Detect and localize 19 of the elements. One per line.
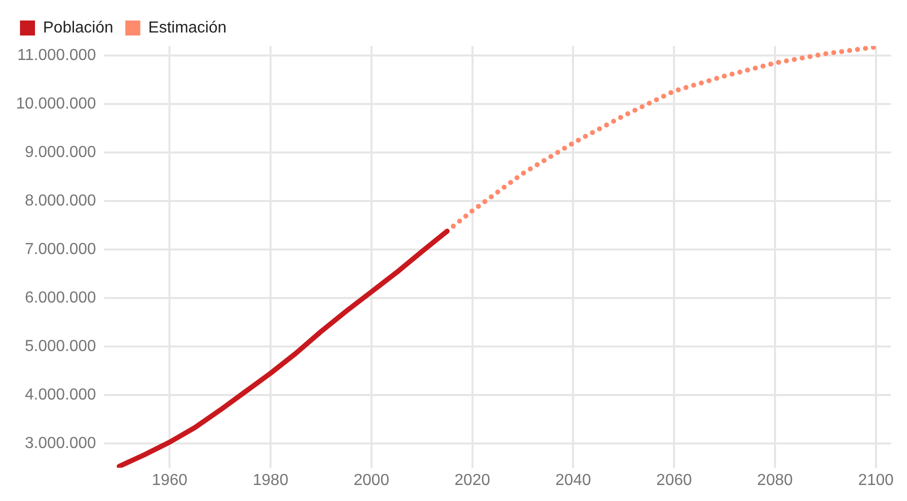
legend-label: Estimación [148,19,227,36]
x-tick-label: 2040 [555,472,592,489]
x-tick-label: 2060 [656,472,692,489]
y-tick-label: 4.000.000 [24,386,96,404]
x-tick-label: 2100 [858,472,894,489]
y-tick-label: 6.000.000 [24,290,96,307]
legend-label: Población [43,19,114,36]
x-tick-label: 2080 [757,472,793,489]
x-tick-label: 1980 [252,472,288,489]
y-tick-label: 9.000.000 [24,144,96,162]
y-tick-label: 8.000.000 [24,192,96,210]
y-tick-label: 3.000.000 [24,434,96,452]
x-tick-label: 1960 [152,472,188,489]
y-tick-label: 7.000.000 [24,241,96,258]
y-tick-label: 5.000.000 [24,338,96,355]
y-tick-label: 11.000.000 [17,47,96,64]
x-tick-label: 2000 [354,472,390,489]
y-tick-label: 10.000.000 [16,96,96,113]
x-tick-label: 2020 [454,472,490,489]
